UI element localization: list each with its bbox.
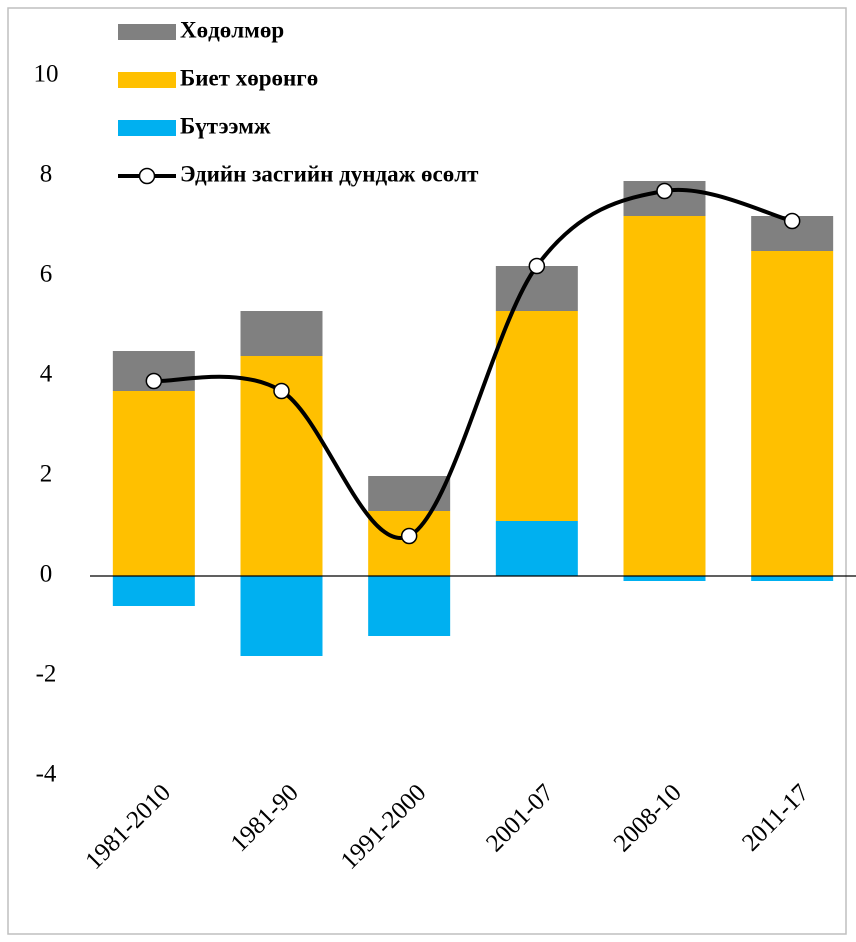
- legend-swatch: [118, 24, 176, 40]
- legend-label: Биет хөрөнгө: [180, 65, 318, 90]
- y-tick-label: -4: [36, 761, 57, 788]
- legend-marker: [138, 167, 156, 185]
- line-marker: [273, 382, 290, 400]
- y-tick-label: 0: [40, 561, 53, 588]
- line-marker: [528, 257, 546, 275]
- bar: [623, 576, 706, 581]
- y-tick-label: 10: [34, 61, 59, 88]
- line-marker: [400, 527, 418, 545]
- legend-label: Бүтээмж: [180, 113, 271, 138]
- legend-label: Эдийн засгийн дундаж өсөлт: [180, 161, 479, 186]
- y-tick-label: 8: [40, 161, 53, 188]
- bar: [623, 216, 706, 576]
- bar: [240, 311, 323, 356]
- line-marker: [656, 182, 673, 200]
- bar: [495, 521, 578, 576]
- bar: [495, 311, 578, 521]
- bar: [751, 251, 834, 576]
- legend-label: Хөдөлмөр: [180, 17, 284, 42]
- y-tick-label: 2: [40, 461, 53, 488]
- bar: [368, 476, 451, 511]
- legend-swatch: [118, 72, 176, 88]
- line-marker: [145, 372, 163, 390]
- y-tick-label: -2: [36, 661, 57, 688]
- bar: [751, 576, 834, 581]
- y-tick-label: 4: [40, 361, 53, 388]
- bar: [112, 391, 195, 576]
- legend-swatch: [118, 120, 176, 136]
- y-tick-label: 6: [40, 261, 53, 288]
- bar: [240, 576, 323, 656]
- bar: [368, 576, 451, 636]
- line-marker: [783, 212, 801, 230]
- bar: [112, 576, 195, 606]
